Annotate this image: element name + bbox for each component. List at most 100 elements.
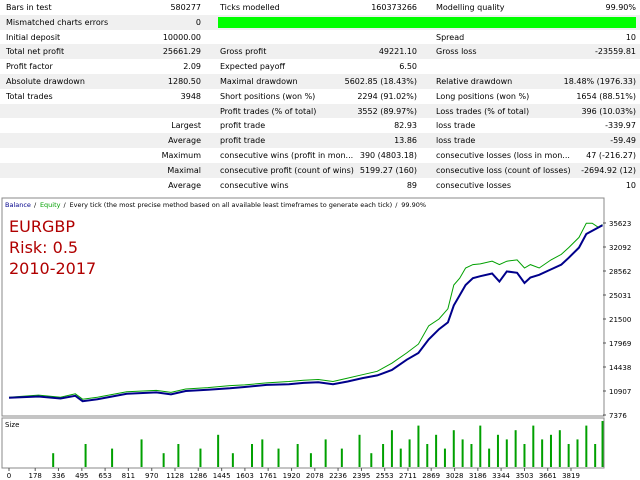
size-bar: [390, 430, 393, 467]
cell-value: 13.86: [394, 136, 417, 146]
legend-separator: /: [34, 201, 37, 209]
cell-value: 5602.85 (18.43%): [344, 77, 417, 86]
table-row: Total net profit 25661.29 Gross profit 4922…: [0, 44, 640, 60]
size-bar: [549, 434, 552, 467]
table-row: Maximum consecutive wins (profit in mon..…: [0, 148, 640, 163]
size-bar: [443, 448, 446, 467]
size-bar: [140, 439, 143, 467]
x-tick-label: 3344: [492, 472, 510, 480]
plot-frame: [1, 197, 605, 417]
cell-value: 47 (-216.27): [586, 151, 636, 160]
size-bar: [470, 444, 473, 467]
cell-value: 2.09: [183, 62, 201, 72]
size-bar: [426, 444, 429, 467]
size-bar: [382, 444, 385, 467]
cell-value: 5199.27 (160): [359, 165, 417, 175]
size-bar: [479, 425, 482, 467]
cell-value: 1280.50: [167, 77, 201, 86]
size-bar: [488, 448, 491, 467]
size-bar: [324, 439, 327, 467]
cell-value: 390 (4803.18): [359, 151, 417, 160]
cell-value: 10000.00: [162, 32, 201, 42]
cell-value: 160373266: [371, 3, 417, 12]
cell-label: Ticks modelled: [220, 3, 280, 12]
size-bar: [558, 430, 561, 467]
y-tick-label: 7376: [609, 412, 627, 420]
table-row: Absolute drawdown 1280.50 Maximal drawdown…: [0, 74, 640, 89]
x-tick-label: 1603: [236, 472, 254, 480]
cell-value: Maximal: [167, 165, 201, 175]
report-table: Bars in test 580277 Ticks modelled 16037326…: [0, 0, 640, 196]
cell-value: 82.93: [394, 121, 417, 131]
size-label: Size: [5, 421, 19, 429]
cell-label: Relative drawdown: [436, 77, 513, 86]
x-tick-label: 2078: [306, 472, 324, 480]
cell-label: consecutive losses (loss in mon...: [436, 151, 570, 160]
cell-label: loss trade: [436, 121, 476, 131]
cell-label: Loss trades (% of total): [436, 106, 530, 116]
x-tick-label: 1920: [283, 472, 301, 480]
table-row: Maximal consecutive profit (count of wins…: [0, 162, 640, 178]
size-bar: [594, 444, 597, 467]
table-row: Total trades 3948 Short positions (won %) 2…: [0, 88, 640, 104]
size-bar: [567, 444, 570, 467]
size-bar: [358, 434, 361, 467]
legend-entry: Equity: [40, 201, 61, 209]
quality-bar: [218, 16, 636, 28]
cell-value: 0: [195, 17, 201, 27]
size-bar: [296, 444, 299, 467]
size-bar: [461, 439, 464, 467]
cell-value: Largest: [171, 121, 201, 131]
x-tick-label: 336: [52, 472, 66, 480]
x-tick-label: 1445: [213, 472, 231, 480]
cell-label: Total net profit: [6, 47, 65, 57]
y-tick-label: 21500: [609, 316, 631, 324]
cell-value: Average: [168, 136, 201, 146]
table-row: Average profit trade 13.86 loss trade -59.49: [0, 133, 640, 149]
size-bar: [217, 434, 220, 467]
cell-label: loss trade: [436, 136, 476, 146]
y-tick-label: 28562: [609, 268, 631, 276]
x-tick-label: 970: [145, 472, 158, 480]
cell-label: consecutive profit (count of wins): [220, 165, 354, 175]
cell-value: 6.50: [399, 62, 417, 72]
size-bar: [601, 421, 604, 467]
table-row: Profit factor 2.09 Expected payoff 6.50: [0, 59, 640, 75]
cell-label: profit trade: [220, 121, 266, 131]
cell-value: 18.48% (1976.33): [563, 77, 636, 86]
cell-label: Initial deposit: [6, 32, 61, 42]
legend-entry: Balance: [5, 201, 31, 209]
x-tick-label: 2553: [376, 472, 394, 480]
size-bar: [309, 453, 312, 467]
size-bar: [541, 439, 544, 467]
cell-value: 89: [406, 180, 417, 190]
chart: Size 7376 10907 14438 17969 21500 25031 28562 3…: [1, 197, 631, 480]
y-tick-label: 14438: [609, 364, 631, 372]
cell-value: 580277: [170, 3, 201, 12]
cell-label: Maximal drawdown: [220, 77, 298, 86]
cell-label: Mismatched charts errors: [6, 17, 109, 27]
x-tick-label: 3503: [516, 472, 534, 480]
x-tick-label: 2711: [399, 472, 417, 480]
table-row: Average consecutive wins 89 consecutive los…: [0, 177, 640, 193]
cell-value: Average: [168, 180, 201, 190]
table-row: Profit trades (% of total) 3552 (89.97%) L…: [0, 103, 640, 119]
x-tick-label: 3028: [446, 472, 464, 480]
size-bar: [162, 453, 165, 467]
size-bar: [199, 448, 202, 467]
legend-entry: Every tick (the most precise method base…: [70, 201, 393, 209]
y-tick-label: 35623: [609, 220, 631, 228]
cell-value: 3948: [180, 91, 201, 101]
cell-label: Profit factor: [6, 62, 53, 72]
size-bar: [576, 439, 579, 467]
table-row: Largest profit trade 82.93 loss trade -339.9…: [0, 118, 640, 134]
cell-value: 396 (10.03%): [581, 106, 636, 116]
cell-value: 10: [625, 180, 636, 190]
legend-separator: /: [64, 201, 67, 209]
cell-value: 1654 (88.51%): [576, 91, 636, 101]
cell-value: -339.97: [605, 121, 636, 131]
y-tick-label: 10907: [609, 388, 631, 396]
x-tick-label: 1761: [259, 472, 277, 480]
x-tick-label: 178: [29, 472, 42, 480]
